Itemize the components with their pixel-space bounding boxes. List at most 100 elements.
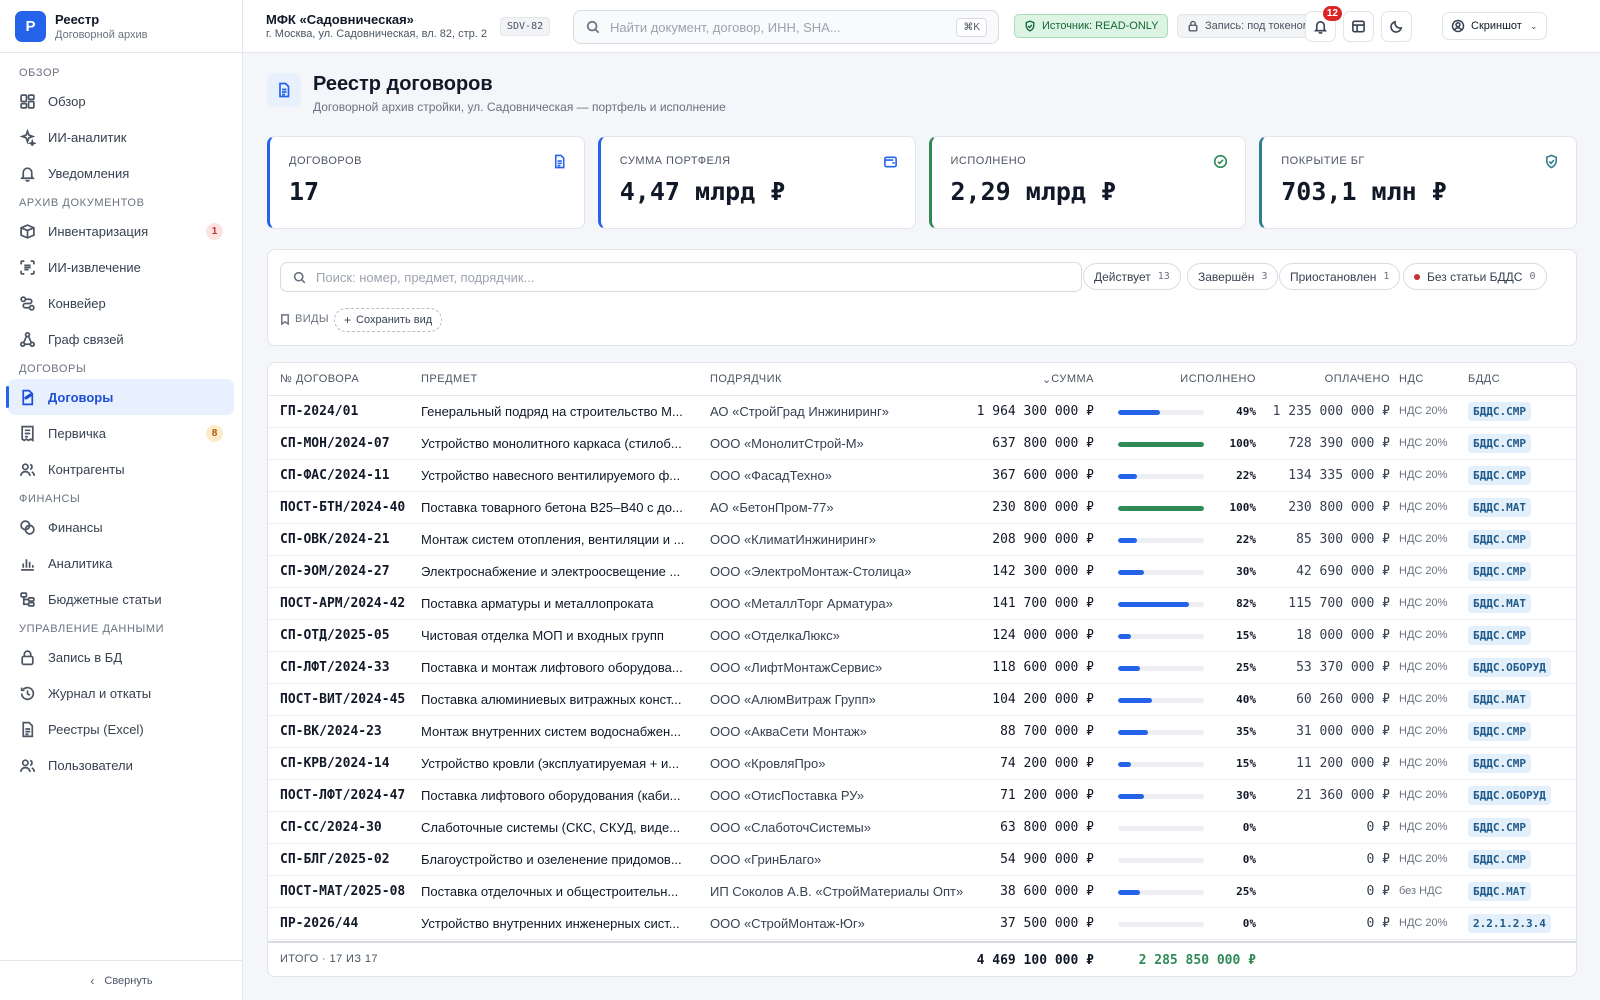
- contracts-search-input[interactable]: Поиск: номер, предмет, подрядчик...: [280, 262, 1082, 292]
- bdds-badge[interactable]: БДДС.СМР: [1468, 562, 1531, 581]
- contract-number[interactable]: СП-БЛГ/2025-02: [280, 852, 390, 867]
- table-row[interactable]: СП-ЭОМ/2024-27 Электроснабжение и электро…: [268, 556, 1576, 588]
- table-row[interactable]: ПОСТ-АРМ/2024-42 Поставка арматуры и мета…: [268, 588, 1576, 620]
- contractor-name[interactable]: ООО «МеталлТорг Арматура»: [710, 596, 893, 611]
- sidebar-item[interactable]: Бюджетные статьи: [8, 581, 234, 617]
- status-filter-chip[interactable]: Без статьи БДДС 0: [1403, 263, 1547, 290]
- bdds-badge[interactable]: БДДС.СМР: [1468, 530, 1531, 549]
- bdds-badge[interactable]: БДДС.СМР: [1468, 818, 1531, 837]
- sidebar-item[interactable]: Уведомления: [8, 155, 234, 191]
- contractor-name[interactable]: ООО «АкваСети Монтаж»: [710, 724, 867, 739]
- bdds-badge[interactable]: БДДС.СМР: [1468, 722, 1531, 741]
- col-vat[interactable]: НДС: [1399, 373, 1424, 385]
- table-row[interactable]: СП-ОТД/2025-05 Чистовая отделка МОП и вхо…: [268, 620, 1576, 652]
- project-switcher[interactable]: МФК «Садовническая» г. Москва, ул. Садов…: [266, 12, 487, 40]
- bdds-badge[interactable]: БДДС.СМР: [1468, 402, 1531, 421]
- bdds-badge[interactable]: БДДС.МАТ: [1468, 690, 1531, 709]
- sidebar-item[interactable]: Запись в БД: [8, 639, 234, 675]
- contract-number[interactable]: ПР-2026/44: [280, 916, 359, 931]
- contractor-name[interactable]: ООО «ФасадТехно»: [710, 468, 832, 483]
- table-row[interactable]: СП-ФАС/2024-11 Устройство навесного венти…: [268, 460, 1576, 492]
- contract-number[interactable]: ПОСТ-ЛФТ/2024-47: [280, 788, 406, 803]
- table-row[interactable]: СП-ОВК/2024-21 Монтаж систем отопления, в…: [268, 524, 1576, 556]
- sidebar-item[interactable]: Контрагенты: [8, 451, 234, 487]
- contract-number[interactable]: ПОСТ-БТН/2024-40: [280, 500, 406, 515]
- bdds-badge[interactable]: БДДС.СМР: [1468, 754, 1531, 773]
- table-row[interactable]: СП-КРВ/2024-14 Устройство кровли (эксплуа…: [268, 748, 1576, 780]
- sidebar-item[interactable]: Обзор: [8, 83, 234, 119]
- bdds-badge[interactable]: БДДС.СМР: [1468, 466, 1531, 485]
- contract-number[interactable]: СП-ЛФТ/2024-33: [280, 660, 390, 675]
- sidebar-item[interactable]: Реестры (Excel): [8, 711, 234, 747]
- contractor-name[interactable]: ООО «ОтисПоставка РУ»: [710, 788, 865, 803]
- bdds-badge[interactable]: БДДС.ОБОРУД: [1468, 786, 1551, 805]
- user-menu-button[interactable]: Скриншот ⌄: [1442, 12, 1547, 40]
- col-bdds[interactable]: БДДС: [1468, 373, 1501, 385]
- table-row[interactable]: ПР-2026/44 Устройство внутренних инженерн…: [268, 908, 1576, 940]
- col-contractor[interactable]: ПОДРЯДЧИК: [710, 373, 782, 385]
- contract-number[interactable]: СП-ЭОМ/2024-27: [280, 564, 390, 579]
- sidebar-item[interactable]: Пользователи: [8, 747, 234, 783]
- contractor-name[interactable]: АО «СтройГрад Инжиниринг»: [710, 404, 889, 419]
- theme-toggle-button[interactable]: [1381, 11, 1412, 42]
- table-row[interactable]: ПОСТ-ВИТ/2024-45 Поставка алюминиевых вит…: [268, 684, 1576, 716]
- bdds-badge[interactable]: БДДС.МАТ: [1468, 594, 1531, 613]
- contractor-name[interactable]: ООО «МонолитСтрой-М»: [710, 436, 864, 451]
- sidebar-item[interactable]: ИИ-аналитик: [8, 119, 234, 155]
- contractor-name[interactable]: ООО «КровляПро»: [710, 756, 826, 771]
- table-row[interactable]: ПОСТ-БТН/2024-40 Поставка товарного бетон…: [268, 492, 1576, 524]
- bdds-badge[interactable]: БДДС.МАТ: [1468, 498, 1531, 517]
- table-row[interactable]: ПОСТ-МАТ/2025-08 Поставка отделочных и об…: [268, 876, 1576, 908]
- contract-number[interactable]: ПОСТ-ВИТ/2024-45: [280, 692, 406, 707]
- contractor-name[interactable]: ООО «СлаботочСистемы»: [710, 820, 871, 835]
- contractor-name[interactable]: ООО «ЛифтМонтажСервис»: [710, 660, 883, 675]
- save-view-button[interactable]: + Сохранить вид: [334, 308, 443, 332]
- contract-number[interactable]: СП-ФАС/2024-11: [280, 468, 390, 483]
- contractor-name[interactable]: ООО «ГринБлаго»: [710, 852, 822, 867]
- contractor-name[interactable]: ООО «СтройМонтаж-Юг»: [710, 916, 865, 931]
- table-row[interactable]: СП-МОН/2024-07 Устройство монолитного кар…: [268, 428, 1576, 460]
- contract-number[interactable]: ПОСТ-МАТ/2025-08: [280, 884, 406, 899]
- bdds-badge[interactable]: 2.2.1.2.3.4: [1468, 914, 1551, 933]
- contract-number[interactable]: ПОСТ-АРМ/2024-42: [280, 596, 406, 611]
- bdds-badge[interactable]: БДДС.СМР: [1468, 626, 1531, 645]
- bdds-badge[interactable]: БДДС.МАТ: [1468, 882, 1531, 901]
- contractor-name[interactable]: ООО «КлиматИнжиниринг»: [710, 532, 876, 547]
- contract-number[interactable]: СП-ВК/2024-23: [280, 724, 382, 739]
- table-row[interactable]: СП-БЛГ/2025-02 Благоустройство и озеленен…: [268, 844, 1576, 876]
- write-mode-badge[interactable]: Запись: под токеном: [1177, 14, 1321, 38]
- table-row[interactable]: ГП-2024/01 Генеральный подряд на строител…: [268, 396, 1576, 428]
- contractor-name[interactable]: ООО «ЭлектроМонтаж-Столица»: [710, 564, 912, 579]
- global-search-input[interactable]: Найти документ, договор, ИНН, SHA... ⌘K: [573, 10, 999, 44]
- col-subject[interactable]: ПРЕДМЕТ: [421, 373, 478, 385]
- contract-number[interactable]: СП-СС/2024-30: [280, 820, 382, 835]
- sidebar-item[interactable]: Финансы: [8, 509, 234, 545]
- contract-number[interactable]: СП-ОТД/2025-05: [280, 628, 390, 643]
- notifications-button[interactable]: 12: [1305, 6, 1342, 42]
- contractor-name[interactable]: АО «БетонПром-77»: [710, 500, 834, 515]
- contract-number[interactable]: ГП-2024/01: [280, 404, 359, 419]
- sidebar-item[interactable]: Журнал и откаты: [8, 675, 234, 711]
- contractor-name[interactable]: ИП Соколов А.В. «СтройМатериалы Опт»: [710, 884, 964, 899]
- brand[interactable]: Р Реестр Договорной архив: [0, 0, 242, 53]
- layout-toggle-button[interactable]: [1343, 11, 1374, 42]
- table-row[interactable]: ПОСТ-ЛФТ/2024-47 Поставка лифтового обору…: [268, 780, 1576, 812]
- sidebar-item[interactable]: Первичка 8: [8, 415, 234, 451]
- sidebar-item[interactable]: Аналитика: [8, 545, 234, 581]
- bdds-badge[interactable]: БДДС.СМР: [1468, 434, 1531, 453]
- contract-number[interactable]: СП-МОН/2024-07: [280, 436, 390, 451]
- col-paid[interactable]: ОПЛАЧЕНО: [1324, 373, 1390, 385]
- status-filter-chip[interactable]: Завершён 3: [1187, 263, 1279, 290]
- sidebar-item[interactable]: Договоры: [6, 379, 234, 415]
- col-number[interactable]: № ДОГОВОРА: [280, 373, 360, 385]
- sidebar-item[interactable]: Граф связей: [8, 321, 234, 357]
- contract-number[interactable]: СП-КРВ/2024-14: [280, 756, 390, 771]
- sidebar-item[interactable]: ИИ-извлечение: [8, 249, 234, 285]
- collapse-sidebar-button[interactable]: ‹ Свернуть: [0, 960, 243, 1000]
- table-row[interactable]: СП-СС/2024-30 Слаботочные системы (СКС, С…: [268, 812, 1576, 844]
- bdds-badge[interactable]: БДДС.СМР: [1468, 850, 1531, 869]
- contract-number[interactable]: СП-ОВК/2024-21: [280, 532, 390, 547]
- sidebar-item[interactable]: Инвентаризация 1: [8, 213, 234, 249]
- table-row[interactable]: СП-ЛФТ/2024-33 Поставка и монтаж лифтовог…: [268, 652, 1576, 684]
- col-executed[interactable]: ИСПОЛНЕНО: [1180, 373, 1256, 385]
